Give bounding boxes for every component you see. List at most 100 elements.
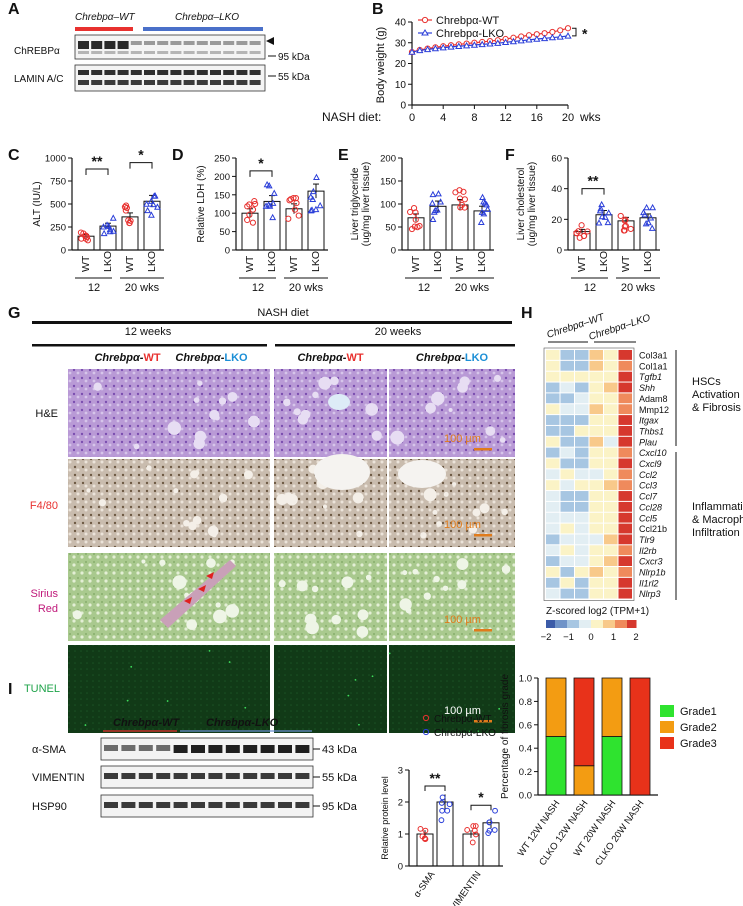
y-tick-label: 200 (214, 172, 230, 183)
lipid-droplet (443, 491, 449, 497)
lipid-droplet (190, 470, 199, 479)
lipid-droplet (493, 374, 502, 382)
blot-band (196, 80, 208, 85)
data-point (597, 204, 605, 212)
y-tick-label: 0 (398, 862, 403, 873)
lipid-droplet (304, 613, 317, 626)
lipid-droplet (296, 580, 308, 592)
gene-label: Col3a1 (639, 351, 668, 361)
data-point (416, 46, 424, 54)
tunel-signal (347, 694, 350, 697)
blot-band (121, 802, 136, 808)
lamin-label: LAMIN A/C (14, 74, 63, 85)
heatmap-cell (589, 501, 603, 512)
data-point (478, 208, 486, 215)
lipid-droplet (207, 525, 219, 537)
lipid-droplet (141, 559, 146, 564)
tunel-signal (130, 665, 133, 668)
weeks-20-label: 20 weeks (375, 326, 422, 338)
heatmap-cell (604, 469, 618, 480)
x-category-label: WT (124, 255, 136, 272)
bar (285, 208, 303, 251)
blot-band (104, 80, 116, 85)
x-category-label: WT (454, 255, 466, 272)
stacked-bar-segment (545, 677, 567, 737)
blot-band (156, 773, 171, 779)
micrograph-tile (153, 645, 270, 733)
blot-band (210, 51, 221, 54)
data-point (287, 196, 294, 203)
x-tick-label: 20 (562, 112, 574, 124)
arrow-icon (184, 597, 192, 604)
blot-band (130, 70, 142, 75)
data-point (564, 32, 572, 39)
data-point (252, 200, 259, 208)
panel-label-D: D (172, 147, 184, 164)
lipid-droplet (448, 407, 453, 413)
y-tick-label: 0.0 (519, 791, 532, 802)
lipid-droplet (311, 585, 319, 593)
colorbar-segment (597, 620, 601, 628)
lipid-droplet (173, 488, 179, 494)
gene-label: Shh (639, 383, 655, 393)
blot-band (243, 773, 258, 779)
heatmap-cell (589, 371, 603, 382)
tunel-signal (388, 652, 391, 655)
sig-bracket (424, 785, 446, 791)
tunel-signal (468, 730, 471, 732)
heatmap-cell (618, 523, 632, 534)
blot-band (130, 80, 142, 85)
heatmap-cell (589, 447, 603, 458)
heatmap-cell (575, 534, 589, 545)
group-label: 20 wks (289, 282, 324, 294)
group1-label: & Fibrosis (692, 402, 741, 414)
y-tick-label: 1.0 (519, 674, 532, 685)
colorbar-tick: −2 (541, 632, 552, 643)
data-point (621, 217, 628, 224)
blot-band (260, 773, 275, 779)
gene-label: Cxcl10 (639, 448, 667, 458)
y-tick-label: 0.8 (519, 697, 532, 708)
lipid-droplet (209, 409, 220, 421)
tunel-signal (358, 723, 360, 726)
heatmap-cell (618, 512, 632, 523)
lamin-kda: 55 kDa (278, 72, 310, 83)
lipid-droplet (485, 426, 496, 436)
blot-band (173, 802, 188, 808)
group-label: 12 (418, 282, 430, 294)
blot-band (183, 70, 195, 75)
y-tick-label: 40 (551, 184, 562, 195)
colorbar-segment (561, 620, 565, 628)
sig-bracket (581, 188, 605, 195)
heatmap-cell (575, 491, 589, 501)
data-point (627, 225, 634, 233)
chrebp-label: ChREBPα (14, 46, 60, 57)
group2-label: & Macrophage (692, 514, 743, 526)
y-tick-label: 0 (61, 246, 66, 257)
colorbar-tick: −1 (563, 632, 574, 643)
data-point (80, 230, 87, 237)
scale-bar (474, 629, 492, 632)
blot-band (170, 41, 182, 45)
data-point (477, 218, 485, 226)
data-point (412, 216, 419, 223)
blot-band (170, 70, 182, 75)
bar (462, 833, 480, 867)
heatmap-cell (546, 469, 560, 480)
data-point (478, 40, 486, 48)
sig-star: * (258, 155, 264, 171)
heatmap-cell (604, 577, 618, 588)
tunel-signal (228, 661, 231, 663)
heatmap-cell (589, 415, 603, 425)
y-axis-label: (ug/mg liver tissue) (527, 162, 538, 246)
heatmap-cell (546, 436, 560, 447)
y-tick-label: 0 (400, 101, 406, 112)
heatmap-cell (604, 436, 618, 447)
y-tick-label: 0.2 (519, 767, 532, 778)
data-point (106, 225, 114, 233)
blot-band (183, 51, 195, 54)
gene-label: Itgax (639, 416, 659, 426)
data-point (246, 211, 253, 218)
data-point (486, 819, 493, 826)
data-point (269, 199, 277, 206)
